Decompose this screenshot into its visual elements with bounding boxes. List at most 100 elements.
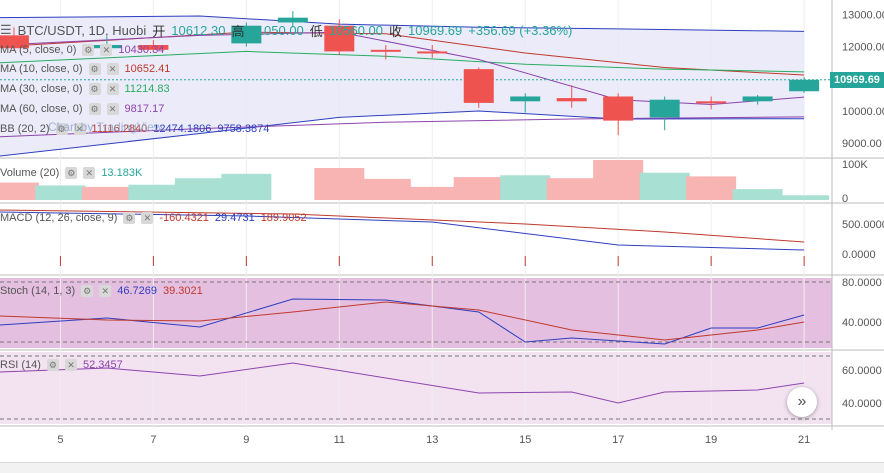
stoch-d-line <box>0 301 805 341</box>
macd-tick-label: 0.0000 <box>842 249 876 261</box>
volume-bar <box>593 160 644 200</box>
stoch-d-value: 39.3021 <box>162 285 203 297</box>
volume-bar <box>0 182 39 200</box>
menu-icon[interactable]: ☰ <box>0 22 12 37</box>
candle-body <box>742 96 773 102</box>
close-label: 收 <box>389 23 403 39</box>
scroll-to-latest-button[interactable]: » <box>787 387 817 417</box>
indicator-value: 10430.34 <box>118 44 165 56</box>
indicator-label: BB (20, 2) <box>0 123 50 135</box>
settings-icon[interactable]: ⚙ <box>123 212 136 224</box>
close-icon[interactable]: ✕ <box>83 167 96 179</box>
close-icon[interactable]: ✕ <box>73 123 86 135</box>
close-icon[interactable]: ✕ <box>106 63 119 75</box>
bb-middle-value: 11116.2840 <box>91 123 148 135</box>
ma60-line <box>0 116 805 138</box>
last-price-label: 10969.69 <box>830 72 884 88</box>
high-value: 11050.00 <box>250 22 304 38</box>
ma30-line <box>0 50 805 73</box>
close-value: 10969.69 <box>408 22 463 38</box>
rsi-pane-background <box>0 352 832 424</box>
settings-icon[interactable]: ⚙ <box>88 103 101 115</box>
volume-bar <box>546 178 597 200</box>
close-icon[interactable]: ✕ <box>141 212 154 224</box>
rsi-tick-label: 60.0000 <box>842 365 882 377</box>
settings-icon[interactable]: ⚙ <box>81 285 94 297</box>
close-icon[interactable]: ✕ <box>99 285 112 297</box>
macd-line <box>0 211 805 251</box>
high-label: 高 <box>231 23 245 39</box>
close-icon[interactable]: ✕ <box>64 359 77 371</box>
settings-icon[interactable]: ⚙ <box>65 167 78 179</box>
bottom-toolbar <box>0 462 884 473</box>
indicator-label: RSI (14) <box>0 359 41 371</box>
indicator-label: MACD (12, 26, close, 9) <box>0 212 118 224</box>
volume-bar <box>81 186 132 200</box>
volume-bar <box>779 195 830 200</box>
volume-bar <box>500 175 551 200</box>
close-icon[interactable]: ✕ <box>100 44 113 56</box>
price-tick-label: 10000.00 <box>842 106 884 118</box>
low-value: 10560.00 <box>328 22 384 38</box>
indicator-label: Volume (20) <box>0 167 60 179</box>
indicator-label: MA (30, close, 0) <box>0 83 83 95</box>
settings-icon[interactable]: ⚙ <box>88 63 101 75</box>
indicator-ma30[interactable]: MA (30, close, 0) ⚙ ✕ 11214.83 <box>0 81 170 97</box>
stoch-legend[interactable]: Stoch (14, 1, 3) ⚙ ✕ 46.7269 39.3021 <box>0 283 203 299</box>
close-icon[interactable]: ✕ <box>106 83 119 95</box>
settings-icon[interactable]: ⚙ <box>46 359 59 371</box>
candle-body <box>0 35 29 49</box>
tradingview-watermark[interactable]: Chart by TradingView <box>48 120 163 134</box>
candle-body <box>370 49 401 52</box>
indicator-ma5[interactable]: MA (5, close, 0) ⚙ ✕ 10430.34 <box>0 42 164 58</box>
rsi-tick-label: 40.0000 <box>842 398 882 410</box>
volume-bar <box>174 178 225 200</box>
time-tick-label: 15 <box>519 434 531 446</box>
volume-legend[interactable]: Volume (20) ⚙ ✕ 13.183K <box>0 165 142 181</box>
indicator-value: 9817.17 <box>124 103 165 115</box>
symbol-title: BTC/USDT, 1D, Huobi <box>17 22 147 38</box>
candle-body <box>789 79 820 92</box>
settings-icon[interactable]: ⚙ <box>55 123 68 135</box>
macd-tick-label: 500.0000 <box>842 219 884 231</box>
indicator-label: Stoch (14, 1, 3) <box>0 285 76 297</box>
indicator-ma60[interactable]: MA (60, close, 0) ⚙ ✕ 9817.17 <box>0 101 164 117</box>
close-icon[interactable]: ✕ <box>106 103 119 115</box>
volume-bar <box>314 168 365 200</box>
time-tick-label: 5 <box>57 434 63 446</box>
candle-body <box>696 101 727 104</box>
bollinger-middle-line <box>0 31 805 76</box>
macd-legend[interactable]: MACD (12, 26, close, 9) ⚙ ✕ -160.4321 29.… <box>0 210 307 226</box>
settings-icon[interactable]: ⚙ <box>88 83 101 95</box>
indicator-label: MA (10, close, 0) <box>0 63 83 75</box>
time-tick-label: 7 <box>150 434 156 446</box>
price-tick-label: 9000.00 <box>842 138 882 150</box>
rsi-legend[interactable]: RSI (14) ⚙ ✕ 52.3457 <box>0 357 123 373</box>
stoch-k-value: 46.7269 <box>117 285 157 297</box>
time-tick-label: 9 <box>243 434 249 446</box>
open-label: 开 <box>152 23 166 39</box>
stoch-pane-background <box>0 278 832 348</box>
candle-body <box>231 25 262 44</box>
volume-bar <box>221 173 272 200</box>
low-label: 低 <box>309 23 323 39</box>
symbol-header: ☰ BTC/USDT, 1D, Huobi 开 10612.30 高 11050.0… <box>0 22 572 39</box>
volume-bar <box>360 178 411 200</box>
candle-body <box>417 51 448 54</box>
bollinger-band-fill <box>0 16 805 157</box>
volume-bar <box>639 172 690 200</box>
volume-bar <box>453 177 504 200</box>
bollinger-upper-line <box>0 15 805 32</box>
indicator-ma10[interactable]: MA (10, close, 0) ⚙ ✕ 10652.41 <box>0 61 170 77</box>
rsi-value: 52.3457 <box>82 359 123 371</box>
volume-bar <box>686 176 737 200</box>
volume-bar <box>407 186 458 200</box>
open-value: 10612.30 <box>171 22 226 38</box>
candle-body <box>277 17 308 23</box>
indicator-bb[interactable]: BB (20, 2) ⚙ ✕ 11116.2840 12474.1806 9758… <box>0 121 269 137</box>
candle-body <box>324 25 355 52</box>
volume-value: 13.183K <box>101 167 143 179</box>
time-tick-label: 11 <box>334 434 345 446</box>
settings-icon[interactable]: ⚙ <box>82 44 95 56</box>
